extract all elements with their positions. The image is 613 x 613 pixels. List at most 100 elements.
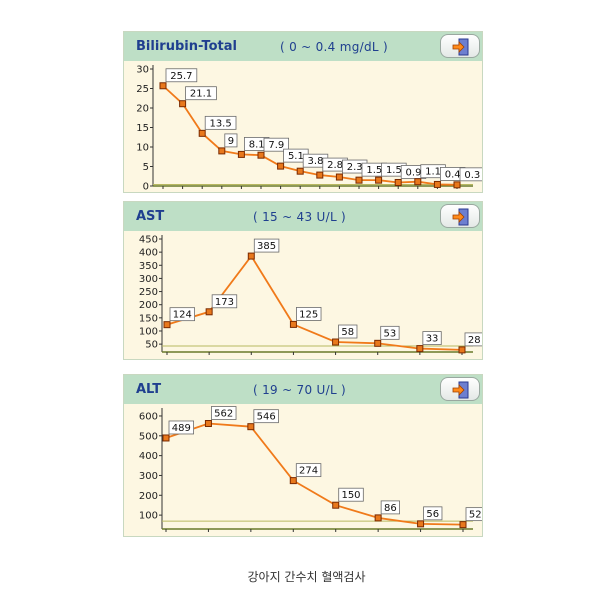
ast-export-button[interactable]	[440, 204, 480, 228]
data-point[interactable]	[162, 434, 170, 442]
data-label: 0.9	[400, 165, 427, 179]
data-label-text: 33	[426, 334, 439, 345]
data-label-text: 52	[469, 510, 482, 521]
data-point[interactable]	[355, 176, 363, 184]
alt-export-button[interactable]	[440, 377, 480, 401]
data-label: 7.9	[263, 137, 290, 152]
data-point[interactable]	[332, 338, 340, 346]
data-point[interactable]	[459, 521, 467, 529]
data-point[interactable]	[414, 178, 422, 186]
data-label-text: 58	[341, 327, 354, 338]
ast-title: AST	[136, 209, 165, 224]
data-label-text: 8.1	[249, 139, 265, 150]
ast-chart: 50 100 150 200 250 300 350 400 450 124 173 385 125 58…	[139, 235, 482, 355]
data-label: 13.5	[204, 115, 237, 130]
data-label-box	[380, 500, 400, 515]
y-tick-label: 450	[139, 235, 158, 246]
y-tick-label: 20	[136, 104, 149, 115]
data-label-text: 0.9	[406, 167, 422, 178]
data-label-box	[253, 238, 280, 253]
alt-plot-area: 100 200 300 400 500 600 489 562 546 274 150 86 56 52	[124, 404, 482, 536]
data-label-box	[295, 463, 322, 478]
data-point[interactable]	[417, 520, 425, 528]
data-label: 58	[338, 324, 358, 339]
y-tick-label: 350	[139, 261, 158, 272]
data-label: 53	[380, 325, 400, 340]
data-point[interactable]	[277, 162, 285, 170]
series-line	[166, 254, 463, 351]
data-label-text: 2.3	[347, 162, 363, 173]
data-point[interactable]	[416, 345, 424, 353]
y-tick-label: 30	[136, 65, 149, 76]
alt-panel-header: ALT ( 19 ~ 70 U/L )	[124, 375, 482, 404]
y-tick-label: 15	[136, 123, 149, 134]
data-label-box	[423, 506, 443, 521]
data-point[interactable]	[179, 100, 187, 108]
data-point[interactable]	[458, 346, 466, 354]
series-line	[162, 85, 458, 186]
data-point[interactable]	[374, 514, 382, 522]
data-label: 33	[422, 331, 442, 345]
data-label-box	[422, 331, 442, 345]
data-label-text: 9	[228, 136, 234, 147]
alt-panel: ALT ( 19 ~ 70 U/L ) 100 200 300 400 500 600 48…	[123, 374, 483, 537]
data-label-box	[211, 406, 237, 420]
data-point[interactable]	[394, 178, 402, 186]
export-arrow-icon	[452, 208, 469, 226]
data-label: 274	[295, 463, 322, 478]
data-point[interactable]	[289, 320, 297, 328]
data-label-box	[204, 115, 237, 130]
bilirubin-export-button[interactable]	[440, 34, 480, 58]
data-point[interactable]	[433, 180, 441, 188]
data-label-box	[338, 324, 358, 339]
data-point[interactable]	[247, 423, 255, 431]
data-label: 489	[168, 420, 195, 435]
data-label-box	[464, 332, 482, 347]
data-label: 562	[211, 406, 237, 420]
y-tick-label: 5	[143, 162, 149, 173]
data-label-text: 25.7	[170, 71, 192, 82]
data-label: 28	[464, 332, 482, 347]
data-label: 9	[224, 133, 238, 148]
data-point[interactable]	[316, 171, 324, 179]
data-label: 125	[296, 307, 322, 321]
y-tick-label: 0	[143, 182, 149, 193]
data-label-box	[169, 307, 196, 322]
y-tick-label: 100	[139, 326, 158, 337]
y-tick-label: 200	[139, 491, 158, 502]
data-point[interactable]	[296, 167, 304, 175]
y-tick-label: 300	[139, 471, 158, 482]
data-point[interactable]	[374, 339, 382, 347]
data-point[interactable]	[257, 151, 265, 159]
data-point[interactable]	[198, 129, 206, 137]
data-label-text: 2.8	[327, 160, 343, 171]
data-point[interactable]	[218, 147, 226, 155]
data-point[interactable]	[375, 176, 383, 184]
data-point[interactable]	[453, 181, 461, 189]
data-label-text: 274	[299, 466, 318, 477]
data-point[interactable]	[237, 150, 245, 158]
ast-plot-area: 50 100 150 200 250 300 350 400 450 124 173 385 125 58…	[124, 231, 482, 359]
y-tick-label: 150	[139, 313, 158, 324]
data-label: 25.7	[165, 68, 198, 83]
data-point[interactable]	[289, 477, 297, 485]
data-label-text: 86	[384, 503, 397, 514]
data-label-text: 3.8	[308, 156, 324, 167]
data-point[interactable]	[159, 82, 167, 90]
data-point[interactable]	[335, 173, 343, 181]
export-arrow-icon	[452, 381, 469, 399]
data-point[interactable]	[332, 501, 340, 509]
data-label: 21.1	[185, 86, 217, 101]
ast-panel: AST ( 15 ~ 43 U/L ) 50 100 150 200 250 300 350…	[123, 201, 483, 360]
page-caption: 강아지 간수치 혈액검사	[247, 570, 366, 584]
y-tick-label: 100	[139, 511, 158, 522]
data-point[interactable]	[204, 420, 212, 428]
data-point[interactable]	[247, 252, 255, 260]
data-label-box	[380, 325, 400, 340]
data-label-box	[185, 86, 217, 101]
y-tick-label: 400	[139, 451, 158, 462]
data-point[interactable]	[163, 321, 171, 329]
data-label-text: 5.1	[288, 151, 304, 162]
data-point[interactable]	[205, 308, 213, 316]
data-label-text: 56	[426, 509, 439, 520]
